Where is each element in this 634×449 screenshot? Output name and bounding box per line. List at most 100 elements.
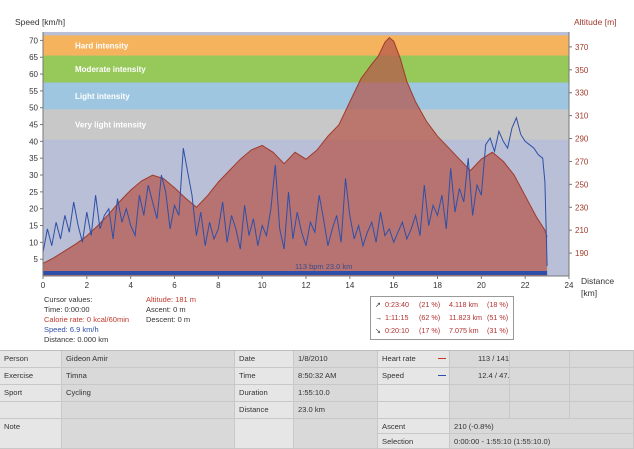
distance-axis-title: Distance xyxy=(581,276,615,286)
cursor-time: Time: 0:00:00 xyxy=(44,305,90,314)
speed-tick-label: 20 xyxy=(29,205,38,214)
duration-value: 1:55:10.0 xyxy=(294,385,378,402)
altitude-tick-label: 350 xyxy=(575,66,589,75)
uphill-arrow-icon: ↗ xyxy=(375,300,382,309)
flat-distance-pct: (51 %) xyxy=(487,313,509,322)
distance-tick-label: 22 xyxy=(521,281,530,290)
date-label: Date xyxy=(235,351,294,368)
note-value[interactable] xyxy=(62,419,235,449)
hard-zone-band xyxy=(43,35,569,56)
uphill-time-pct: (21 %) xyxy=(419,300,441,309)
ascent-value: 210 (-0.8%) xyxy=(450,419,634,434)
moderate-zone-label: Moderate intensity xyxy=(75,65,146,74)
light-zone-label: Light intensity xyxy=(75,92,130,101)
blank-label-3 xyxy=(378,385,450,402)
exercise-label: Exercise xyxy=(0,368,62,385)
person-value[interactable]: Gideon Amir xyxy=(62,351,235,368)
altitude-tick-label: 210 xyxy=(575,226,589,235)
altitude-tick-label: 290 xyxy=(575,135,589,144)
sport-value[interactable]: Cycling xyxy=(62,385,235,402)
distance-tick-label: 12 xyxy=(302,281,311,290)
exercise-value[interactable]: Timna xyxy=(62,368,235,385)
speed-tick-label: 10 xyxy=(29,238,38,247)
average-heart-rate-bar xyxy=(43,271,548,275)
altitude-line xyxy=(42,37,548,264)
very-light-zone-label: Very light intensity xyxy=(75,121,147,130)
distance-tick-label: 10 xyxy=(258,281,267,290)
speed-label: Speed xyxy=(378,368,450,385)
speed-tick-label: 40 xyxy=(29,137,38,146)
exercise-info-table: Person Gideon Amir Exercise Timna Sport … xyxy=(0,350,634,449)
note-label: Note xyxy=(0,419,62,449)
chart[interactable]: Very light intensity Light intensity Moder… xyxy=(0,0,634,350)
cursor-values-panel: Cursor values: Time: 0:00:00 Calorie rat… xyxy=(44,295,129,345)
speed-tick-label: 30 xyxy=(29,171,38,180)
distance-axis-unit: [km] xyxy=(581,288,598,298)
speed-tick-label: 25 xyxy=(29,188,38,197)
blank-c2 xyxy=(570,351,634,368)
speed-tick-label: 60 xyxy=(29,70,38,79)
hard-zone-label: Hard intensity xyxy=(75,41,129,50)
cursor-ascent: Ascent: 0 m xyxy=(146,305,186,314)
selection-label: Selection xyxy=(378,434,450,449)
flat-arrow-icon: → xyxy=(375,313,383,322)
downhill-time: 0:20:10 xyxy=(385,326,409,335)
speed-label-text: Speed xyxy=(382,371,404,380)
blank-value-1 xyxy=(62,402,235,419)
duration-label: Duration xyxy=(235,385,294,402)
time-label: Time xyxy=(235,368,294,385)
downhill-time-pct: (17 %) xyxy=(419,326,441,335)
speed-tick-label: 45 xyxy=(29,121,38,130)
cursor-values-title: Cursor values: xyxy=(44,295,93,304)
altitude-tick-label: 250 xyxy=(575,180,589,189)
altitude-tick-label: 330 xyxy=(575,89,589,98)
heart-rate-label: Heart rate xyxy=(378,351,450,368)
ascent-label: Ascent xyxy=(378,419,450,434)
speed-value: 12.4 / 47.1 xyxy=(450,368,510,385)
blank-c1 xyxy=(510,351,570,368)
blank-label-1 xyxy=(0,402,62,419)
blank-c6 xyxy=(510,385,570,402)
altitude-tick-label: 310 xyxy=(575,112,589,121)
distance-tick-label: 16 xyxy=(389,281,398,290)
altitude-axis-title: Altitude [m] xyxy=(574,17,617,27)
speed-tick-label: 5 xyxy=(34,255,39,264)
cursor-distance: Distance: 0.000 km xyxy=(44,335,109,344)
speed-tick-label: 70 xyxy=(29,36,38,45)
speed-line xyxy=(42,116,548,266)
uphill-time: 0:23:40 xyxy=(385,300,409,309)
downhill-arrow-icon: ↘ xyxy=(375,326,382,335)
person-label: Person xyxy=(0,351,62,368)
altitude-tick-label: 270 xyxy=(575,157,589,166)
speed-legend-icon xyxy=(438,375,446,376)
selection-value: 0:00:00 - 1:55:10 (1:55:10.0) xyxy=(450,434,634,449)
altitude-tick-label: 230 xyxy=(575,203,589,212)
blank-c5 xyxy=(450,385,510,402)
speed-tick-label: 55 xyxy=(29,87,38,96)
time-value: 8:50:32 AM xyxy=(294,368,378,385)
blank-value-2 xyxy=(294,419,378,449)
slope-summary-box: ↗ 0:23:40 (21 %) 4.118 km (18 %) → 1:11:… xyxy=(370,296,514,340)
altitude-tick-label: 190 xyxy=(575,249,589,258)
speed-tick-label: 15 xyxy=(29,222,38,231)
speed-axis-title: Speed [km/h] xyxy=(15,17,66,27)
distance-tick-label: 0 xyxy=(41,281,46,290)
speed-tick-label: 50 xyxy=(29,104,38,113)
distance-tick-label: 24 xyxy=(565,281,574,290)
blank-c9 xyxy=(510,402,570,419)
sport-label: Sport xyxy=(0,385,62,402)
heart-rate-label-text: Heart rate xyxy=(382,354,416,363)
cursor-altitude: Altitude: 181 m xyxy=(146,295,197,304)
cursor-speed: Speed: 6.9 km/h xyxy=(44,325,99,334)
speed-tick-label: 35 xyxy=(29,154,38,163)
flat-time: 1:11:15 xyxy=(385,313,409,322)
blank-c8 xyxy=(450,402,510,419)
downhill-distance: 7.075 km xyxy=(449,326,479,335)
distance-tick-label: 8 xyxy=(216,281,221,290)
date-value: 1/8/2010 xyxy=(294,351,378,368)
blank-label-4 xyxy=(378,402,450,419)
heart-rate-legend-icon xyxy=(438,358,446,359)
moderate-zone-band xyxy=(43,55,569,83)
distance-tick-label: 18 xyxy=(433,281,442,290)
flat-time-pct: (62 %) xyxy=(419,313,441,322)
